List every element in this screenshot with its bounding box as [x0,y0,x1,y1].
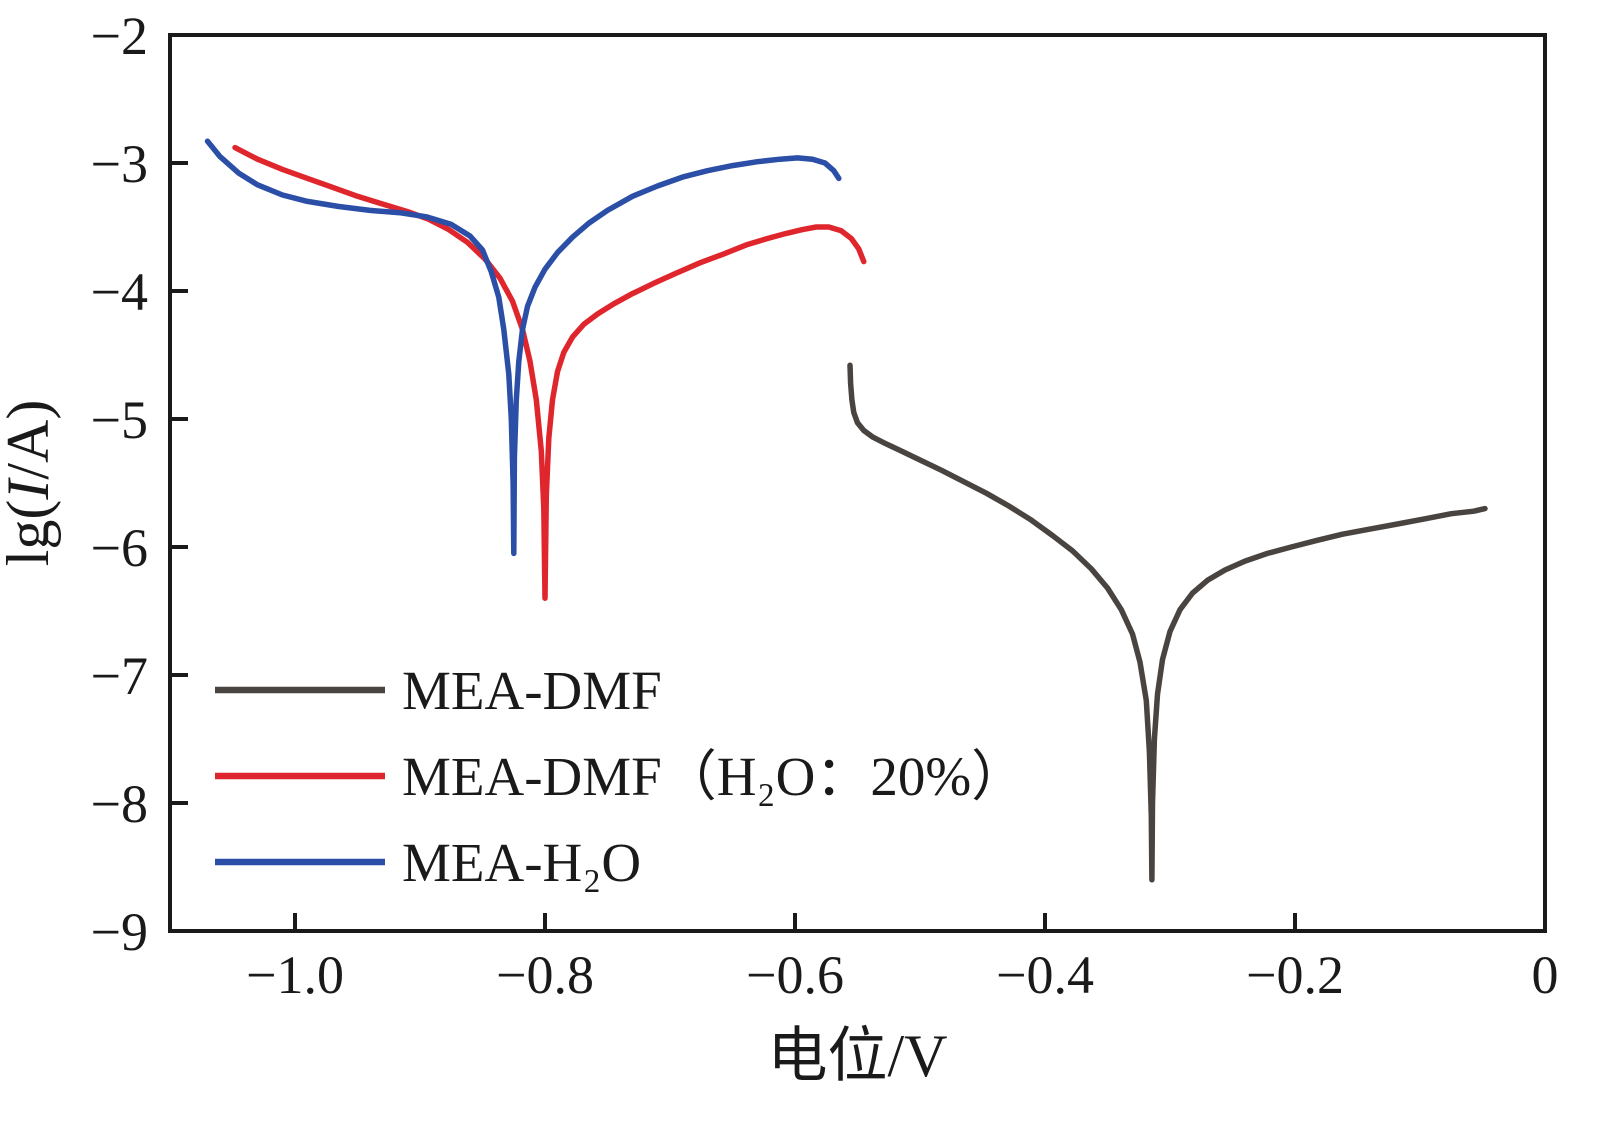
y-axis-tick-label: −9 [91,902,148,962]
series-line-MEA-DMFHO20 [232,144,867,601]
x-axis-tick-label: −0.8 [496,945,594,1005]
y-axis-tick-label: −8 [91,774,148,834]
y-axis-tick-label: −3 [91,134,148,194]
x-axis-tick-label: −0.2 [1246,945,1344,1005]
y-axis-tick-label: −2 [91,6,148,66]
y-axis-tick-label: −6 [91,518,148,578]
legend-label: MEA-DMF（H₂O：20%） [402,746,1026,807]
legend-label: MEA-DMF [402,660,662,721]
series-line-MEA-DMF [847,362,1488,883]
y-axis-tick-label: −5 [91,390,148,450]
plot-frame [168,33,1547,933]
x-axis-tick-label: −1.0 [246,945,344,1005]
series-line-MEA-HO [204,138,842,557]
x-axis-tick-label: 0 [1532,945,1559,1005]
y-axis-tick-label: −7 [91,646,148,706]
x-axis-title: 电位/V [768,1023,948,1089]
y-axis-tick-label: −4 [91,262,148,322]
y-axis-title: lg(I/A) [0,400,61,567]
legend-label: MEA-H₂O [402,832,641,893]
x-axis-tick-label: −0.6 [746,945,844,1005]
x-axis-tick-label: −0.4 [996,945,1094,1005]
